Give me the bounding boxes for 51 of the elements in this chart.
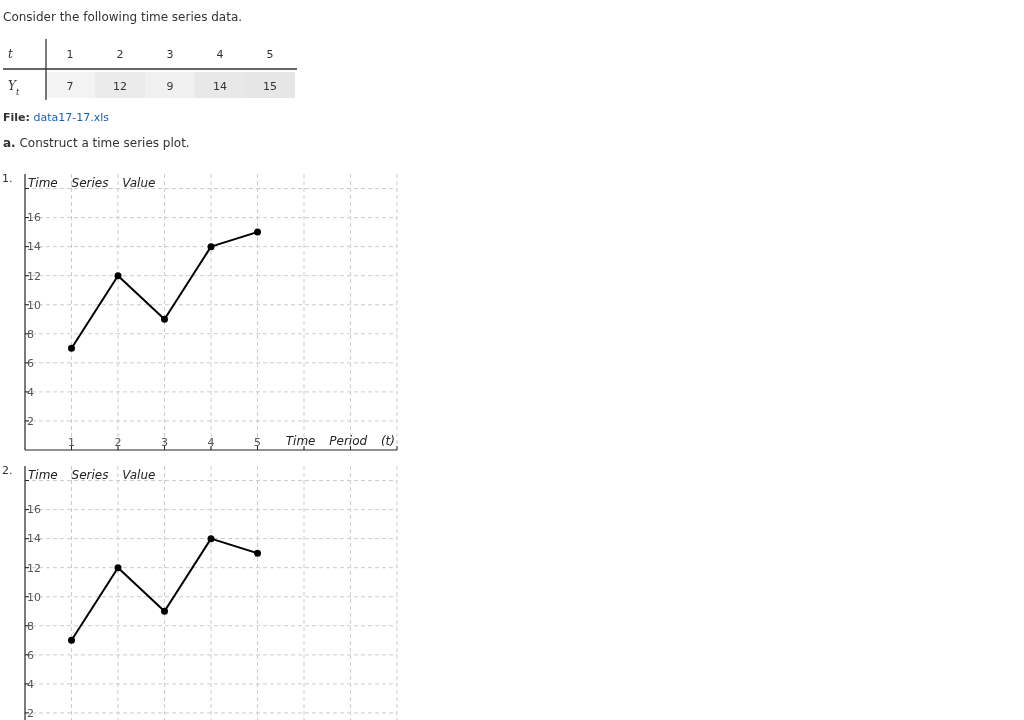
y-tick-label: 16 [27, 503, 41, 517]
point [254, 228, 261, 236]
y-tick-label: 4 [27, 385, 34, 399]
point [68, 344, 75, 352]
x-tick-label: 5 [254, 436, 261, 449]
data-label: 14 [213, 80, 227, 93]
x-tick-label: 4 [207, 436, 215, 449]
x-tick-label: 3 [166, 48, 174, 61]
x-tick-label: 1 [66, 48, 74, 61]
y-axis-title: Time Series Value [28, 176, 156, 190]
point [207, 535, 215, 543]
y-tick-label: 8 [27, 619, 34, 633]
data-label: 9 [166, 80, 174, 93]
y-tick-label: 6 [27, 648, 34, 662]
data-label: 7 [66, 80, 74, 93]
point [254, 549, 261, 557]
y-tick-label: 4 [27, 677, 34, 691]
x-tick-label: 5 [266, 48, 274, 61]
y-tick-label: 14 [27, 240, 41, 254]
text: a. Construct a time series plot. [3, 136, 190, 150]
text: 1. [2, 172, 13, 185]
y-tick-label: 12 [27, 269, 41, 283]
y-tick-label: 6 [27, 356, 34, 370]
data-label: 12 [113, 80, 127, 93]
y-tick-label: 10 [27, 298, 41, 312]
point [161, 607, 168, 615]
x-tick-label: 2 [114, 436, 122, 449]
point [207, 243, 215, 251]
x-tick-label: 4 [216, 48, 224, 61]
x-axis-title: t [8, 47, 13, 61]
point [161, 315, 168, 323]
y-tick-label: 8 [27, 327, 34, 341]
text: File: data17-17.xls [3, 111, 110, 124]
chart-title: Consider the following time series data. [3, 10, 243, 24]
text: 2. [2, 464, 13, 477]
y-axis-title: Time Series Value [28, 468, 156, 482]
x-tick-label: 3 [161, 436, 168, 449]
y-tick-label: Y$_{t}$ [8, 79, 20, 97]
x-tick-label: 1 [68, 436, 75, 449]
y-tick-label: 10 [27, 590, 41, 604]
x-axis-title: Time Period (t) [285, 434, 395, 448]
y-tick-label: 16 [27, 211, 41, 225]
y-tick-label: 2 [27, 706, 34, 720]
point [114, 272, 122, 280]
y-tick-label: 12 [27, 561, 41, 575]
point [68, 636, 75, 644]
y-tick-label: 14 [27, 532, 41, 546]
point [114, 564, 122, 572]
y-tick-label: 2 [27, 414, 34, 428]
data-label: 15 [263, 80, 277, 93]
x-tick-label: 2 [116, 48, 124, 61]
